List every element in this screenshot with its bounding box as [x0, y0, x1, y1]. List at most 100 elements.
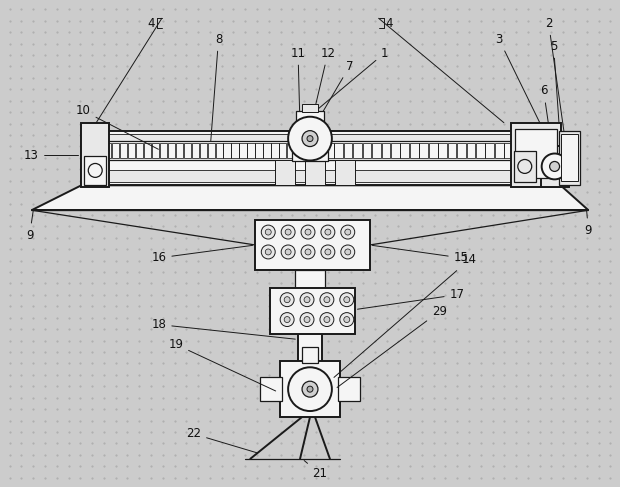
- Bar: [239, 143, 247, 158]
- Bar: [467, 143, 476, 158]
- Circle shape: [542, 153, 567, 179]
- Circle shape: [549, 162, 560, 171]
- Circle shape: [300, 313, 314, 326]
- Bar: [255, 143, 263, 158]
- Bar: [338, 377, 360, 401]
- Bar: [280, 361, 340, 417]
- Circle shape: [340, 313, 354, 326]
- Bar: [438, 143, 447, 158]
- Circle shape: [265, 229, 271, 235]
- Bar: [270, 288, 355, 335]
- Bar: [476, 143, 485, 158]
- Circle shape: [305, 229, 311, 235]
- Circle shape: [321, 245, 335, 259]
- Circle shape: [320, 313, 334, 326]
- Circle shape: [288, 367, 332, 411]
- Circle shape: [281, 245, 295, 259]
- Circle shape: [285, 229, 291, 235]
- Bar: [208, 143, 215, 158]
- Bar: [334, 143, 343, 158]
- Circle shape: [261, 245, 275, 259]
- Text: 21: 21: [304, 461, 327, 480]
- Bar: [295, 270, 325, 288]
- Text: 7: 7: [311, 59, 353, 131]
- Bar: [160, 143, 167, 158]
- Circle shape: [344, 317, 350, 322]
- Text: 12: 12: [311, 47, 335, 126]
- Circle shape: [301, 225, 315, 239]
- Bar: [296, 111, 324, 125]
- Circle shape: [265, 249, 271, 255]
- Bar: [292, 133, 328, 162]
- Bar: [192, 143, 199, 158]
- Text: 14: 14: [334, 253, 477, 377]
- Text: 11: 11: [291, 47, 306, 126]
- Circle shape: [261, 225, 275, 239]
- Circle shape: [304, 317, 310, 322]
- Bar: [112, 143, 120, 158]
- Circle shape: [324, 297, 330, 302]
- Bar: [200, 143, 207, 158]
- Bar: [401, 143, 409, 158]
- Text: 13: 13: [24, 149, 79, 162]
- Bar: [83, 133, 537, 146]
- Bar: [275, 161, 295, 186]
- Circle shape: [321, 225, 335, 239]
- Bar: [448, 143, 456, 158]
- Bar: [335, 161, 355, 186]
- Circle shape: [325, 249, 331, 255]
- Bar: [287, 143, 294, 158]
- Bar: [81, 123, 109, 187]
- Text: 8: 8: [211, 33, 222, 141]
- Bar: [495, 143, 503, 158]
- Circle shape: [302, 131, 318, 147]
- Bar: [429, 143, 438, 158]
- Bar: [176, 143, 183, 158]
- Text: 16: 16: [151, 245, 252, 264]
- Bar: [298, 280, 322, 399]
- Bar: [302, 347, 318, 363]
- Bar: [279, 143, 286, 158]
- Circle shape: [345, 249, 351, 255]
- Circle shape: [305, 249, 311, 255]
- Circle shape: [302, 381, 318, 397]
- Text: 18: 18: [151, 318, 295, 339]
- Text: 9: 9: [585, 211, 592, 237]
- Circle shape: [281, 225, 295, 239]
- Text: 6: 6: [540, 84, 554, 164]
- Bar: [344, 143, 353, 158]
- Text: 29: 29: [337, 305, 447, 388]
- Bar: [152, 143, 159, 158]
- Bar: [184, 143, 191, 158]
- Bar: [372, 143, 381, 158]
- Bar: [247, 143, 255, 158]
- Bar: [260, 377, 282, 401]
- Bar: [419, 143, 428, 158]
- Bar: [231, 143, 239, 158]
- Circle shape: [284, 317, 290, 322]
- Bar: [271, 143, 278, 158]
- Text: 4: 4: [147, 17, 154, 30]
- Text: 19: 19: [168, 338, 276, 391]
- Circle shape: [341, 245, 355, 259]
- Text: 5: 5: [550, 39, 560, 143]
- Circle shape: [304, 297, 310, 302]
- Circle shape: [325, 229, 331, 235]
- Circle shape: [285, 249, 291, 255]
- Bar: [514, 150, 536, 182]
- Bar: [81, 131, 539, 186]
- Bar: [255, 220, 370, 270]
- Polygon shape: [32, 186, 588, 210]
- Bar: [96, 141, 534, 161]
- Text: 2: 2: [545, 17, 564, 133]
- Bar: [325, 143, 334, 158]
- Circle shape: [280, 293, 294, 307]
- Circle shape: [324, 317, 330, 322]
- Text: 4: 4: [386, 17, 393, 30]
- Text: 10: 10: [76, 104, 158, 149]
- Bar: [457, 143, 466, 158]
- Bar: [128, 143, 135, 158]
- Circle shape: [344, 297, 350, 302]
- Bar: [559, 131, 580, 186]
- Circle shape: [300, 293, 314, 307]
